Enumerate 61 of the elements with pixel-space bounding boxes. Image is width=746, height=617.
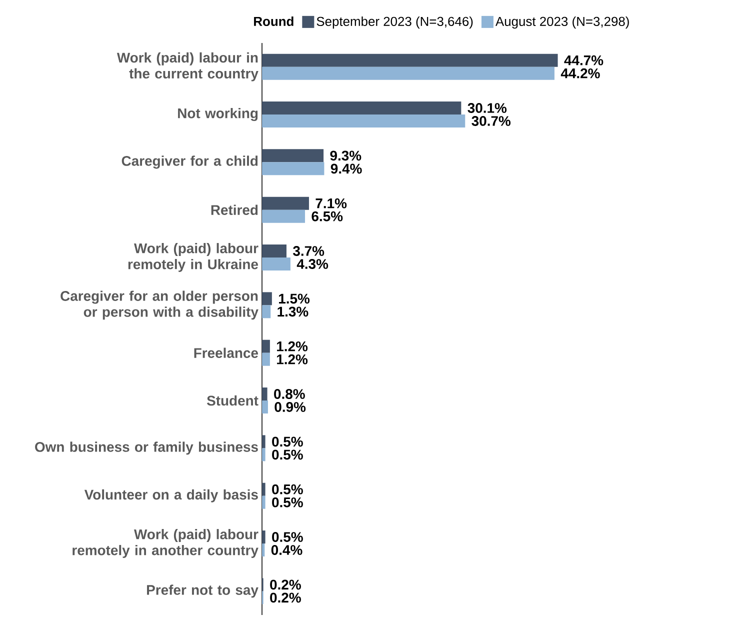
- data-label: 30.1%: [468, 103, 507, 113]
- bar: [262, 496, 266, 509]
- data-label: 9.4%: [330, 164, 362, 174]
- bar: [262, 530, 266, 544]
- data-label: 0.9%: [274, 402, 306, 412]
- data-label: 44.7%: [564, 55, 604, 66]
- bar: [262, 400, 268, 414]
- y-tick-label: Not working: [178, 108, 258, 122]
- bar: [262, 292, 272, 306]
- bar: [262, 149, 324, 162]
- y-tick-label: Prefer not to say: [147, 584, 258, 598]
- bar: [262, 482, 266, 496]
- bar: [262, 258, 290, 271]
- data-label: 0.5%: [272, 497, 303, 508]
- bar: [262, 114, 466, 128]
- data-label: 0.5%: [272, 450, 303, 460]
- bar: [262, 102, 462, 114]
- bar: [262, 448, 266, 462]
- y-tick-label: Work (paid) labour in the current country: [116, 52, 258, 82]
- data-label: 7.1%: [316, 198, 347, 208]
- legend-title: Round: [254, 16, 294, 26]
- y-tick-label: Volunteer on a daily basis: [84, 489, 258, 502]
- data-label: 0.5%: [272, 436, 303, 447]
- data-label: 3.7%: [292, 246, 324, 256]
- data-label: 44.2%: [560, 68, 600, 78]
- data-label: 6.5%: [312, 211, 343, 222]
- data-label: 1.2%: [277, 341, 308, 352]
- bar: [262, 210, 306, 223]
- y-tick-label: Student: [206, 395, 258, 406]
- data-label: 1.2%: [277, 354, 308, 364]
- data-label: 1.3%: [278, 306, 308, 317]
- y-tick-label: Caregiver for an older person or person with a disability: [60, 290, 258, 320]
- bar: [262, 435, 266, 448]
- bar: [262, 352, 270, 366]
- legend-label: September 2023 (N=3,646): [316, 16, 473, 29]
- data-label: 4.3%: [296, 259, 328, 269]
- data-label: 0.4%: [271, 545, 302, 555]
- y-tick-label: Work (paid) labour remotely in Ukraine: [128, 243, 258, 272]
- y-tick-label: Freelance: [194, 348, 258, 358]
- bar: [262, 66, 554, 80]
- y-tick-label: Work (paid) labour remotely in another country: [72, 529, 258, 558]
- y-tick-label: Caregiver for a child: [122, 156, 258, 169]
- data-label: 1.5%: [279, 294, 310, 304]
- bar: [262, 544, 265, 557]
- bar: [262, 162, 324, 176]
- data-label: 0.8%: [274, 389, 305, 399]
- data-label: 0.5%: [272, 484, 303, 494]
- bar: [262, 305, 271, 318]
- y-tick-label: Own business or family business: [35, 442, 258, 455]
- data-label: 0.2%: [270, 592, 301, 603]
- bar: [262, 196, 309, 210]
- data-label: 30.7%: [472, 116, 511, 126]
- bar: [262, 388, 268, 401]
- bar: [262, 340, 270, 353]
- bar: [262, 244, 286, 258]
- bar: [262, 54, 558, 67]
- data-label: 0.5%: [272, 532, 303, 542]
- y-tick-label: Retired: [211, 204, 258, 215]
- legend-label: August 2023 (N=3,298): [495, 16, 629, 29]
- data-label: 0.2%: [270, 580, 301, 590]
- data-label: 9.3%: [330, 150, 362, 161]
